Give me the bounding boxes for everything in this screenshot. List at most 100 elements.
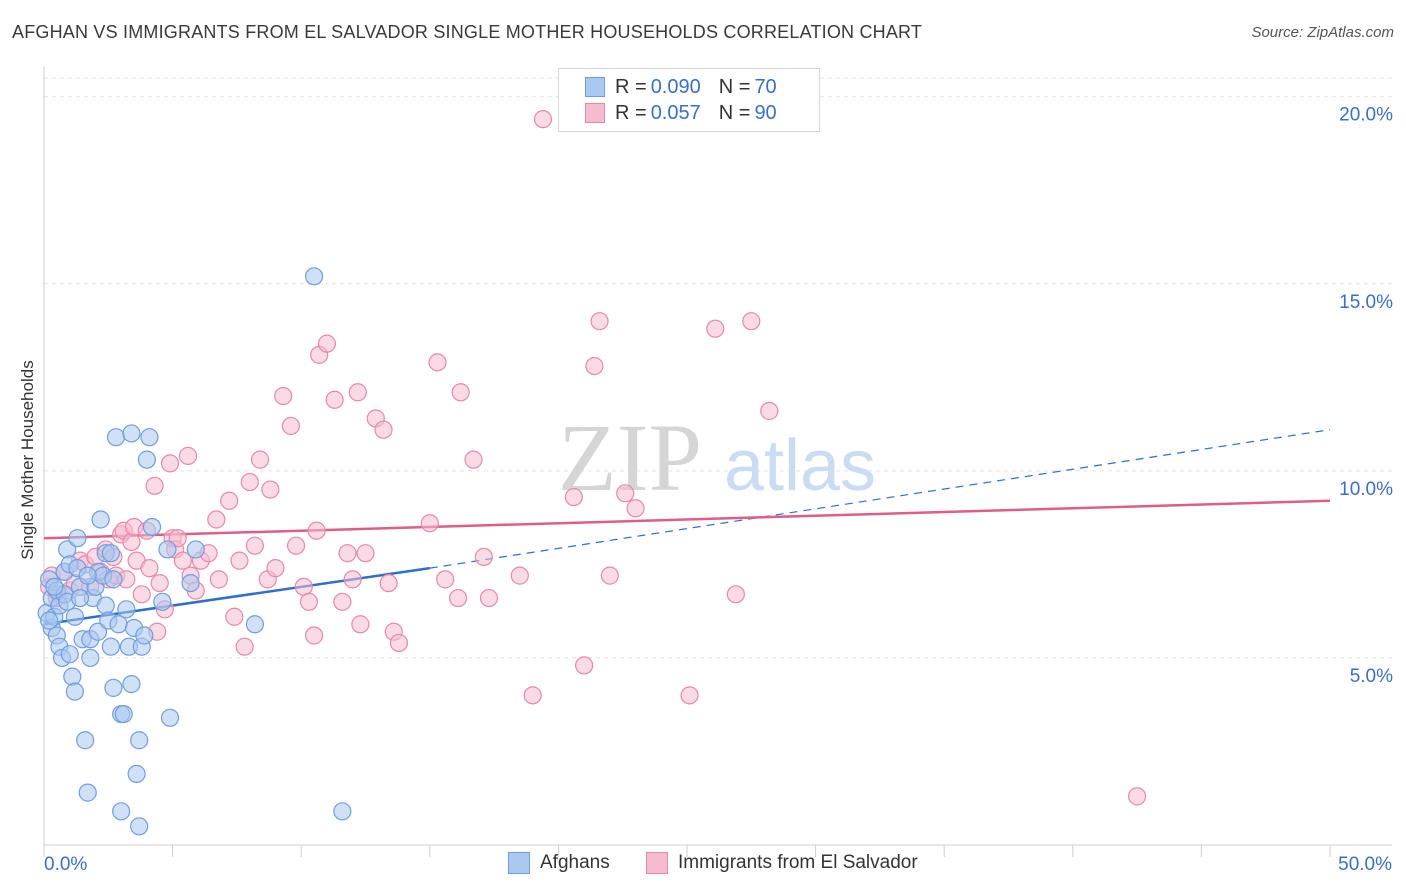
afghans-point (65, 607, 84, 626)
salvador-point (178, 446, 198, 465)
axes (43, 66, 1392, 857)
x-tick-label-min: 0.0% (44, 854, 87, 875)
y-tick-label: 10.0% (1339, 479, 1393, 500)
afghans-point (122, 675, 141, 694)
salvador-point (122, 532, 141, 552)
salvador-n-value: 90 (754, 101, 777, 124)
salvador-point (207, 510, 226, 529)
salvador-point (523, 686, 542, 705)
salvador-point (464, 450, 483, 469)
salvador-point (428, 353, 447, 372)
salvador-point (281, 416, 301, 436)
salvador-point (436, 570, 455, 589)
salvador-point (266, 559, 285, 578)
data-points (37, 110, 1147, 836)
y-tick-label: 15.0% (1339, 292, 1393, 313)
salvador-point (304, 626, 324, 645)
afghans-point (130, 731, 149, 750)
salvador-swatch (585, 103, 605, 123)
salvador-point (245, 536, 265, 555)
salvador-point (348, 383, 367, 402)
salvador-point (286, 536, 306, 555)
legend-item-salvador: Immigrants from El Salvador (646, 852, 918, 874)
salvador-point (420, 514, 439, 533)
salvador-point (575, 656, 594, 675)
salvador-legend-label: Immigrants from El Salvador (678, 852, 918, 873)
afghans-point (160, 708, 180, 727)
afghans-point (153, 592, 172, 611)
afghans-point (158, 540, 177, 559)
afghans-r-value: 0.090 (650, 75, 701, 98)
salvador-point (474, 547, 493, 567)
salvador-point (230, 551, 249, 570)
afghans-point (142, 517, 162, 537)
afghans-point (81, 648, 100, 668)
salvador-point (448, 588, 468, 608)
salvador-point (168, 529, 187, 548)
salvador-point (235, 637, 254, 656)
salvador-point (150, 573, 169, 593)
salvador-point (160, 454, 180, 473)
afghans-point (78, 566, 97, 585)
afghans-point (140, 428, 159, 447)
y-tick-label: 20.0% (1339, 105, 1393, 126)
salvador-trend-line (43, 499, 1331, 540)
afghans-point (109, 615, 128, 634)
salvador-point (533, 110, 553, 129)
salvador-point (307, 521, 326, 540)
salvador-point (209, 570, 228, 589)
afghans-point (45, 577, 64, 596)
afghans-point (101, 544, 120, 563)
salvador-point (274, 386, 293, 406)
salvador-point (338, 544, 357, 563)
salvador-point (333, 592, 352, 611)
salvador-point (1127, 787, 1147, 806)
salvador-point (220, 491, 239, 510)
salvador-point (564, 487, 583, 507)
salvador-point (299, 592, 319, 611)
correlation-legend: R = 0.090 N = 70 R = 0.057 N = 90 (558, 68, 820, 132)
afghans-point (40, 611, 59, 630)
afghans-point (333, 802, 352, 821)
afghans-point (135, 626, 154, 645)
salvador-point (742, 312, 761, 331)
salvador-point (626, 499, 645, 518)
salvador-point (132, 585, 151, 604)
afghans-point (122, 424, 141, 443)
legend-item-afghans: Afghans (508, 852, 610, 874)
grid-lines (44, 77, 1392, 659)
afghans-point (112, 802, 131, 821)
salvador-point (173, 551, 192, 570)
tick-labels: 5.0% 10.0% 15.0% 20.0% 0.0% 50.0% (44, 105, 1393, 875)
afghans-point (101, 637, 120, 656)
afghans-point (186, 540, 205, 559)
afghans-swatch (585, 77, 605, 97)
salvador-point (451, 383, 470, 402)
afghans-point (65, 682, 84, 701)
salvador-point (680, 686, 699, 705)
source-label: Source: ZipAtlas.com (1251, 24, 1394, 41)
salvador-point (240, 472, 259, 492)
afghans-point (104, 570, 123, 589)
salvador-point (145, 476, 164, 495)
salvador-point (343, 570, 362, 589)
watermark-atlas: atlas (724, 426, 876, 506)
afghans-point (304, 267, 324, 286)
legend-row-afghans: R = 0.090 N = 70 (585, 75, 781, 99)
afghans-point (104, 678, 123, 697)
salvador-point (726, 585, 745, 604)
salvador-point (374, 420, 393, 439)
afghans-legend-swatch (508, 852, 530, 874)
salvador-point (706, 319, 725, 338)
salvador-point (140, 559, 159, 578)
salvador-point (225, 607, 244, 626)
salvador-point (351, 615, 370, 634)
afghans-r-label: R = (615, 75, 647, 98)
afghans-point (70, 588, 90, 608)
afghans-point (91, 510, 110, 529)
afghans-n-value: 70 (754, 75, 777, 98)
salvador-point (261, 480, 280, 499)
afghans-n-label: N = (718, 75, 751, 98)
salvador-point (585, 356, 604, 376)
afghans-point (76, 731, 95, 750)
